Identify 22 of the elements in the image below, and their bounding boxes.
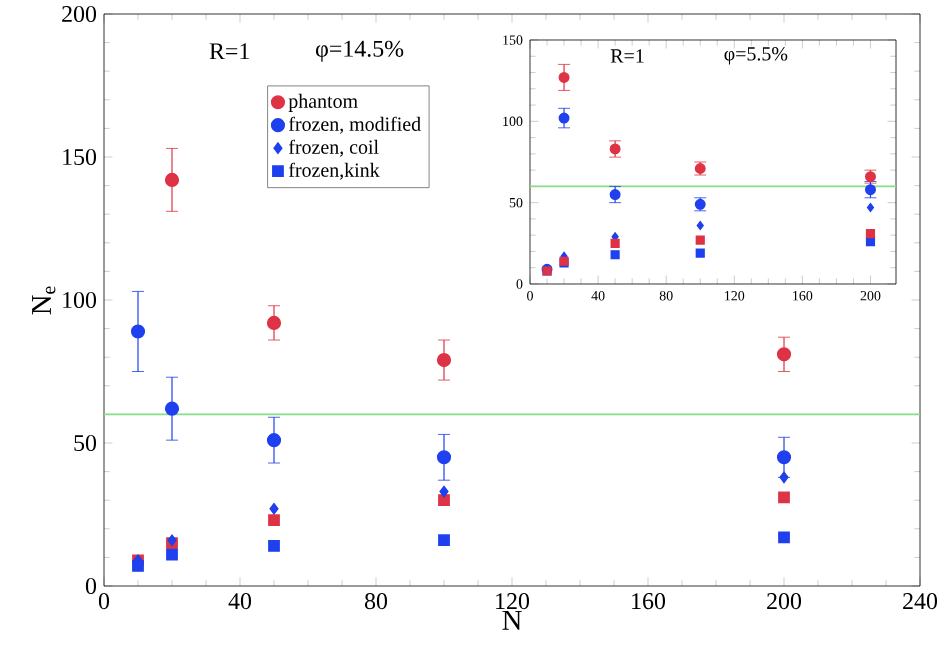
annotation: φ=5.5% bbox=[724, 47, 788, 65]
y-tick-label: 200 bbox=[62, 5, 97, 23]
y-axis-title: N$_{e}$ bbox=[32, 286, 56, 315]
legend-label: frozen, coil bbox=[288, 139, 379, 157]
x-tick-label: 160 bbox=[632, 593, 666, 610]
annotation: φ=14.5% bbox=[315, 40, 404, 62]
y-tick-label: 50 bbox=[74, 434, 97, 452]
y-tick-label: 0 bbox=[85, 577, 97, 595]
x-tick-label: 80 bbox=[364, 593, 388, 610]
legend-label: frozen, modified bbox=[288, 116, 421, 134]
legend-label: frozen,kink bbox=[288, 162, 380, 180]
legend-label: phantom bbox=[288, 93, 358, 112]
x-axis-title: N bbox=[502, 610, 522, 630]
x-tick-label: 240 bbox=[903, 593, 938, 610]
annotation: R=1 bbox=[610, 49, 644, 63]
x-tick-label: 40 bbox=[228, 593, 252, 610]
x-tick-label: 0 bbox=[98, 593, 110, 610]
x-tick-label: 200 bbox=[767, 593, 802, 610]
y-tick-label: 150 bbox=[63, 148, 97, 166]
annotation: R=1 bbox=[209, 43, 249, 60]
y-tick-label: 100 bbox=[63, 291, 97, 309]
x-tick-label: 120 bbox=[496, 593, 530, 610]
